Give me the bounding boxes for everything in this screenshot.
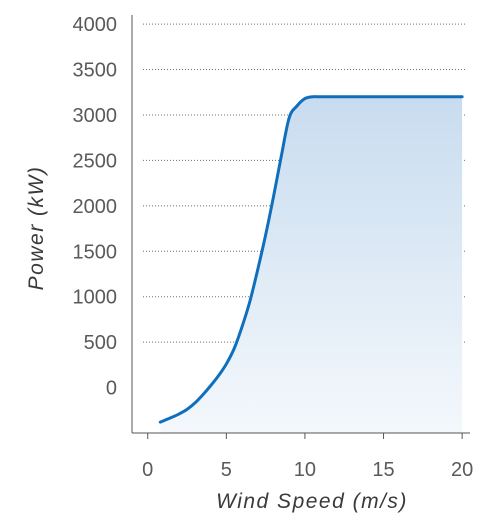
power-curve-line: [158, 95, 464, 424]
area-layer: [160, 96, 463, 433]
x-tick-label-0: 0: [142, 459, 153, 481]
x-tick-label-10: 10: [294, 459, 316, 481]
y-tick-label-3500: 3500: [73, 60, 118, 82]
line-layer: [158, 95, 464, 424]
x-tick-label-20: 20: [451, 459, 473, 481]
x-tick-label-5: 5: [221, 459, 232, 481]
axes-layer: [131, 15, 470, 434]
power-area-fill: [160, 96, 463, 433]
y-tick-label-3000: 3000: [73, 105, 118, 127]
y-tick-label-2500: 2500: [73, 150, 118, 172]
x-tick-label-15: 15: [372, 459, 394, 481]
y-tick-label-2000: 2000: [73, 196, 118, 218]
y-axis-title: Power (kW): [25, 166, 48, 291]
y-tick-label-1500: 1500: [73, 241, 118, 263]
y-tick-label-500: 500: [84, 332, 117, 354]
x-axis-title: Wind Speed (m/s): [216, 490, 408, 513]
y-tick-label-0: 0: [106, 378, 117, 400]
y-tick-label-1000: 1000: [73, 287, 118, 309]
y-tick-label-4000: 4000: [73, 14, 118, 36]
tick-layer: 0 5 10 15 20 0 500 1000 1500 2000 2500 3000 3500 4000: [73, 14, 474, 481]
